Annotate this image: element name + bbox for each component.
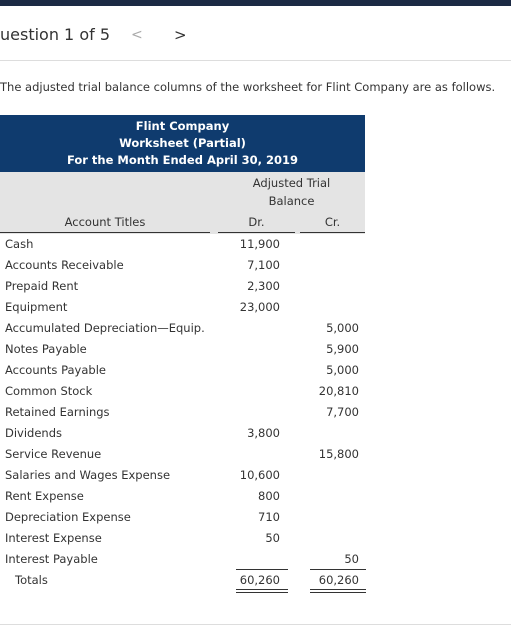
credit-amount: 60,260 (318, 573, 359, 587)
separator (0, 60, 511, 61)
debit-amount: 11,900 (239, 237, 280, 251)
group-header: Balance (268, 194, 315, 208)
credit-amount: 5,000 (326, 363, 359, 377)
total-double-rule (310, 589, 366, 593)
account-title: Prepaid Rent (5, 279, 79, 293)
column-header: Cr. (324, 215, 341, 229)
account-title: Totals (15, 573, 48, 587)
debit-amount: 23,000 (239, 300, 280, 314)
column-header: Account Titles (64, 215, 146, 229)
credit-amount: 5,000 (326, 321, 359, 335)
top-bar (0, 0, 511, 6)
table-title: Worksheet (Partial) (119, 136, 246, 150)
debit-amount: 7,100 (247, 258, 280, 272)
credit-amount: 20,810 (318, 384, 359, 398)
credit-amount: 15,800 (318, 447, 359, 461)
total-rule (236, 569, 288, 570)
column-rule (0, 232, 210, 233)
account-title: Depreciation Expense (5, 510, 131, 524)
account-title: Retained Earnings (5, 405, 110, 419)
account-title: Salaries and Wages Expense (5, 468, 171, 482)
account-title: Interest Expense (5, 531, 102, 545)
total-double-rule (236, 589, 288, 593)
bottom-separator (0, 624, 511, 625)
account-title: Notes Payable (5, 342, 87, 356)
group-header: Adjusted Trial (252, 176, 331, 190)
account-title: Dividends (5, 426, 63, 440)
debit-amount: 2,300 (247, 279, 280, 293)
debit-amount: 10,600 (239, 468, 280, 482)
credit-amount: 5,900 (326, 342, 359, 356)
debit-amount: 60,260 (239, 573, 280, 587)
question-counter: uestion 1 of 5 (0, 25, 111, 44)
credit-amount: 7,700 (326, 405, 359, 419)
account-title: Cash (5, 237, 34, 251)
column-header: Dr. (248, 215, 265, 229)
debit-amount: 710 (258, 510, 280, 524)
debit-amount: 3,800 (247, 426, 280, 440)
account-title: Accounts Receivable (5, 258, 124, 272)
table-header-bg (0, 172, 365, 234)
table-title: For the Month Ended April 30, 2019 (66, 153, 299, 167)
account-title: Service Revenue (5, 447, 102, 461)
next-button[interactable]: > (174, 26, 187, 44)
account-title: Interest Payable (5, 552, 98, 566)
column-rule (218, 232, 295, 233)
account-title: Accounts Payable (5, 363, 106, 377)
intro-text: The adjusted trial balance columns of th… (0, 80, 496, 94)
account-title: Equipment (5, 300, 68, 314)
table-title: Flint Company (135, 119, 230, 133)
account-title: Accumulated Depreciation—Equip. (5, 321, 205, 335)
debit-amount: 50 (265, 531, 280, 545)
account-title: Common Stock (5, 384, 93, 398)
table-title-bg (0, 115, 365, 172)
account-title: Rent Expense (5, 489, 84, 503)
total-rule (310, 569, 366, 570)
debit-amount: 800 (258, 489, 280, 503)
credit-amount: 50 (344, 552, 359, 566)
prev-button[interactable]: < (131, 27, 143, 43)
column-rule (300, 232, 365, 233)
